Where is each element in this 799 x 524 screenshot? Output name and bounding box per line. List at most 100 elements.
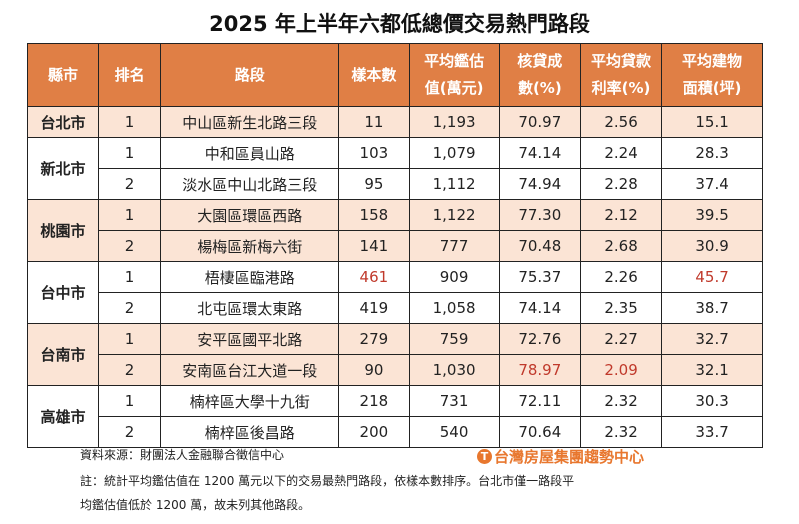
road-cell: 中和區員山路 [160,137,340,169]
rank-cell: 2 [97,230,162,262]
rank-cell: 1 [97,323,162,355]
table-row: 2 淡水區中山北路三段 95 1,112 74.94 2.28 37.4 [28,168,763,200]
area-cell: 30.3 [661,385,763,417]
rank-cell: 2 [97,354,162,386]
logo: T 台灣房屋集團趨勢中心 [477,446,644,467]
table-row: 新北市 1 中和區員山路 103 1,079 74.14 2.24 28.3 [27,137,763,200]
road-cell: 楊梅區新梅六街 [160,230,340,262]
column-header: 排名 [97,43,162,107]
area-cell: 39.5 [661,199,763,231]
area-cell: 33.7 [661,416,763,448]
rate-cell: 2.32 [579,385,663,417]
city-cell: 台南市 [27,323,99,386]
rate-cell: 2.27 [579,323,663,355]
road-cell: 中山區新生北路三段 [160,106,340,138]
city-cell: 台北市 [27,106,99,138]
area-cell: 28.3 [661,137,763,169]
rank-cell: 1 [97,106,162,138]
road-cell: 楠梓區後昌路 [160,416,340,448]
loan-cell: 70.48 [498,230,581,262]
samples-cell: 419 [338,292,410,324]
loan-cell: 74.14 [498,292,581,324]
loan-cell: 72.11 [498,385,581,417]
value-cell: 731 [408,385,500,417]
value-cell: 1,193 [408,106,500,138]
samples-cell: 90 [338,354,410,386]
area-cell: 37.4 [661,168,763,200]
table-row: 2 楊梅區新梅六街 141 777 70.48 2.68 30.9 [28,230,763,262]
rate-cell: 2.28 [579,168,663,200]
city-cell: 台中市 [27,261,99,324]
road-cell: 大園區環區西路 [160,199,340,231]
column-header: 縣市 [27,43,99,107]
rank-cell: 1 [97,385,162,417]
rank-cell: 1 [97,199,162,231]
samples-cell: 158 [338,199,410,231]
loan-cell: 74.14 [498,137,581,169]
table-row: 台南市 1 安平區國平北路 279 759 72.76 2.27 32.7 [27,323,763,386]
rate-cell: 2.56 [579,106,663,138]
data-table: 縣市 排名 路段 樣本數 平均鑑估 值(萬元) 核貸成 數(%) 平均貸款 利率(%) 平均建… [27,43,763,448]
rate-cell: 2.68 [579,230,663,262]
rank-cell: 2 [97,292,162,324]
column-header: 平均鑑估 值(萬元) [408,43,500,107]
samples-cell: 95 [338,168,410,200]
value-cell: 909 [408,261,500,293]
loan-cell: 70.97 [498,106,581,138]
value-cell: 1,122 [408,199,500,231]
rate-cell: 2.26 [579,261,663,293]
rate-cell: 2.32 [579,416,663,448]
loan-cell: 72.76 [498,323,581,355]
area-cell: 30.9 [661,230,763,262]
value-cell: 540 [408,416,500,448]
value-cell: 1,030 [408,354,500,386]
city-cell: 高雄市 [27,385,99,448]
loan-cell: 70.64 [498,416,581,448]
road-cell: 安南區台江大道一段 [160,354,340,386]
samples-cell: 200 [338,416,410,448]
rank-cell: 2 [97,168,162,200]
table-row: 2 北屯區環太東路 419 1,058 74.14 2.35 38.7 [28,292,763,324]
rank-cell: 2 [97,416,162,448]
road-cell: 北屯區環太東路 [160,292,340,324]
road-cell: 淡水區中山北路三段 [160,168,340,200]
samples-cell: 141 [338,230,410,262]
table-row: 2 楠梓區後昌路 200 540 70.64 2.32 33.7 [28,416,763,448]
road-cell: 楠梓區大學十九街 [160,385,340,417]
area-cell: 38.7 [661,292,763,324]
road-cell: 梧棲區臨港路 [160,261,340,293]
samples-cell: 279 [338,323,410,355]
value-cell: 777 [408,230,500,262]
rank-cell: 1 [97,261,162,293]
logo-icon: T [477,449,492,464]
loan-cell: 78.97 [498,354,581,386]
samples-cell: 103 [338,137,410,169]
road-cell: 安平區國平北路 [160,323,340,355]
source-note: 資料來源：財團法人金融聯合徵信中心 [80,448,285,462]
rate-cell: 2.09 [579,354,663,386]
value-cell: 759 [408,323,500,355]
column-header: 樣本數 [338,43,410,107]
column-header: 核貸成 數(%) [498,43,581,107]
page-title: 2025 年上半年六都低總價交易熱門路段 [209,12,590,36]
table-row: 台中市 1 梧棲區臨港路 461 909 75.37 2.26 45.7 [27,261,763,324]
footnote-line-1: 註：統計平均鑑估值在 1200 萬元以下的交易最熱門路段，依樣本數排序。台北市僅… [80,474,575,488]
table-row: 高雄市 1 楠梓區大學十九街 218 731 72.11 2.32 30.3 [27,385,763,448]
rank-cell: 1 [97,137,162,169]
table-row: 台北市 1 中山區新生北路三段 11 1,193 70.97 2.56 15.1 [27,106,763,138]
area-cell: 15.1 [661,106,763,138]
area-cell: 45.7 [661,261,763,293]
samples-cell: 11 [338,106,410,138]
area-cell: 32.7 [661,323,763,355]
column-header: 平均貸款 利率(%) [579,43,663,107]
city-cell: 新北市 [27,137,99,200]
value-cell: 1,058 [408,292,500,324]
rate-cell: 2.12 [579,199,663,231]
footnote-line-2: 均鑑估值低於 1200 萬，故未列其他路段。 [80,498,311,512]
samples-cell: 461 [338,261,410,293]
column-header: 平均建物 面積(坪) [661,43,763,107]
area-cell: 32.1 [661,354,763,386]
samples-cell: 218 [338,385,410,417]
column-header: 路段 [160,43,340,107]
loan-cell: 77.30 [498,199,581,231]
